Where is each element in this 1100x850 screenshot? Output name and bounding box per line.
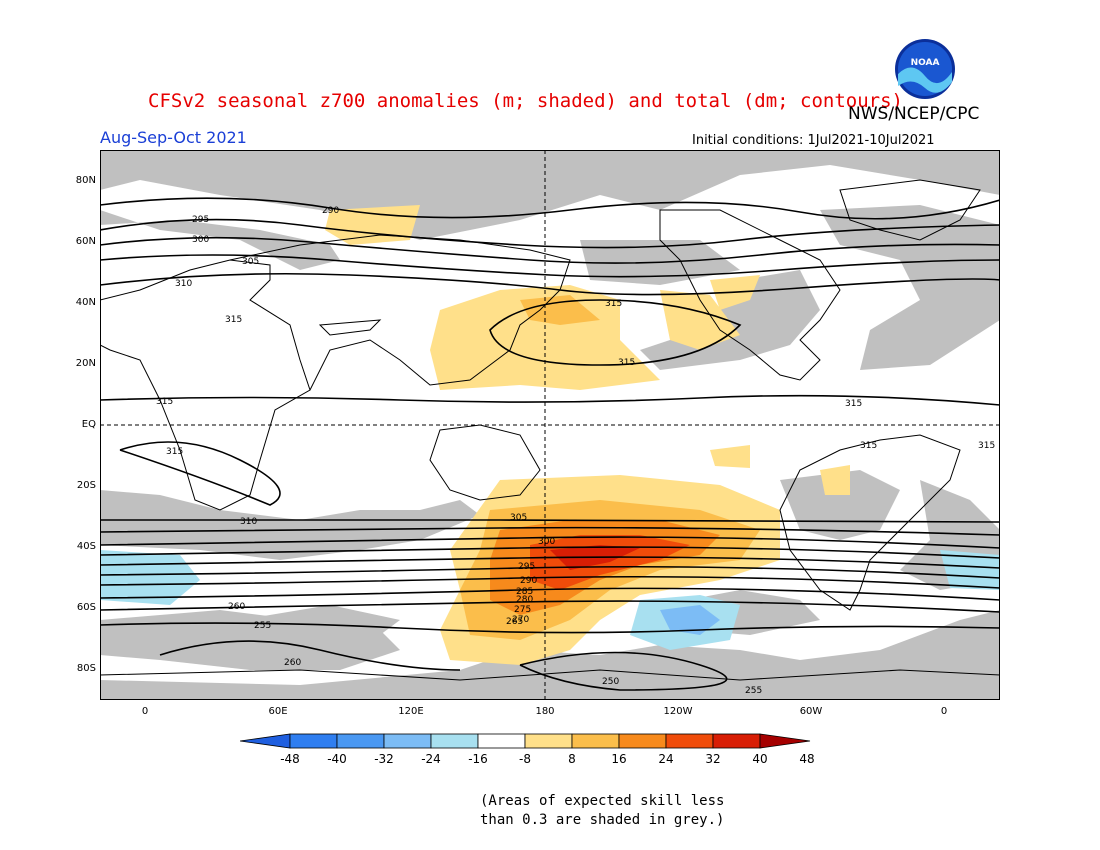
contour-label: 305 — [242, 257, 259, 267]
contour-label: 315 — [166, 447, 183, 457]
contour-label: 300 — [192, 235, 209, 245]
noaa-logo: NOAA — [895, 39, 955, 99]
contour-label: 315 — [618, 358, 635, 368]
colorbar-segment — [712, 733, 761, 749]
colorbar-label: -32 — [374, 752, 394, 766]
lat-label: 20S — [76, 480, 96, 491]
lat-label: 80N — [75, 175, 96, 186]
colorbar-label: 40 — [752, 752, 768, 766]
contour-label: 280 — [516, 595, 533, 605]
colorbar — [240, 733, 811, 749]
colorbar-segment — [665, 733, 714, 749]
lat-label: 60S — [76, 602, 96, 613]
contour-label: 260 — [284, 658, 301, 668]
lat-label: 60N — [75, 236, 96, 247]
lon-label: 120W — [663, 706, 693, 717]
colorbar-label: -40 — [327, 752, 347, 766]
contour-label: 300 — [538, 537, 555, 547]
colorbar-segment — [289, 733, 338, 749]
contour-label: 295 — [192, 215, 209, 225]
positive-anomaly-regions — [325, 205, 850, 665]
lat-label: 80S — [76, 663, 96, 674]
contour-label: 270 — [512, 615, 529, 625]
lat-label: 40S — [76, 541, 96, 552]
contour-label: 310 — [240, 517, 257, 527]
contour-label: 265 — [506, 617, 523, 627]
contour-label: 315 — [845, 399, 862, 409]
colorbar-segment — [477, 733, 526, 749]
lat-label: EQ — [81, 419, 96, 430]
skill-footnote: (Areas of expected skill less than 0.3 a… — [480, 792, 724, 830]
contour-label: 315 — [605, 299, 622, 309]
contour-label: 290 — [520, 576, 537, 586]
contour-label: 315 — [978, 441, 995, 451]
contour-label: 315 — [225, 315, 242, 325]
colorbar-segment — [618, 733, 667, 749]
colorbar-label: -48 — [280, 752, 300, 766]
continent-outlines — [100, 179, 1000, 681]
contour-label: 290 — [322, 206, 339, 216]
lat-label: 40N — [75, 297, 96, 308]
colorbar-label: 48 — [799, 752, 815, 766]
colorbar-label: -8 — [519, 752, 531, 766]
colorbar-label: 8 — [568, 752, 576, 766]
season-label: Aug-Sep-Oct 2021 — [100, 128, 247, 147]
contour-label: 305 — [510, 513, 527, 523]
contour-label: 310 — [175, 279, 192, 289]
agency-credit: NWS/NCEP/CPC — [848, 104, 980, 124]
lon-label: 180 — [535, 706, 555, 717]
colorbar-label: -16 — [468, 752, 488, 766]
colorbar-left-arrow — [240, 733, 291, 749]
footnote-line: (Areas of expected skill less — [480, 793, 725, 809]
contour-label: 295 — [518, 562, 535, 572]
contour-label: 285 — [516, 587, 533, 597]
colorbar-label: 16 — [611, 752, 627, 766]
contour-labels: 290 295 300 305 310 315 315 315 315 315 … — [156, 206, 995, 696]
lat-label: 20N — [75, 358, 96, 369]
initial-conditions: Initial conditions: 1Jul2021-10Jul2021 — [692, 133, 935, 148]
chart-title: CFSv2 seasonal z700 anomalies (m; shaded… — [148, 90, 903, 112]
contour-label: 255 — [745, 686, 762, 696]
colorbar-segment — [571, 733, 620, 749]
colorbar-segment — [336, 733, 385, 749]
anomaly-map: 290 295 300 305 310 315 315 315 315 315 … — [100, 150, 1000, 700]
svg-text:NOAA: NOAA — [911, 58, 940, 68]
contour-label: 255 — [254, 621, 271, 631]
height-contours — [100, 197, 1000, 691]
contour-label: 250 — [602, 677, 619, 687]
colorbar-label: 32 — [705, 752, 721, 766]
colorbar-label: -24 — [421, 752, 441, 766]
colorbar-segment — [524, 733, 573, 749]
contour-label: 315 — [860, 441, 877, 451]
colorbar-right-arrow — [759, 733, 811, 749]
lon-label: 60E — [268, 706, 288, 717]
contour-label: 260 — [228, 602, 245, 612]
footnote-line: than 0.3 are shaded in grey.) — [480, 812, 725, 828]
contour-label: 275 — [514, 605, 531, 615]
contour-label: 315 — [156, 397, 173, 407]
lon-label: 0 — [940, 706, 948, 717]
lon-label: 0 — [141, 706, 149, 717]
lon-label: 120E — [398, 706, 424, 717]
colorbar-label: 24 — [658, 752, 674, 766]
lon-label: 60W — [799, 706, 823, 717]
colorbar-segment — [430, 733, 479, 749]
colorbar-segment — [383, 733, 432, 749]
